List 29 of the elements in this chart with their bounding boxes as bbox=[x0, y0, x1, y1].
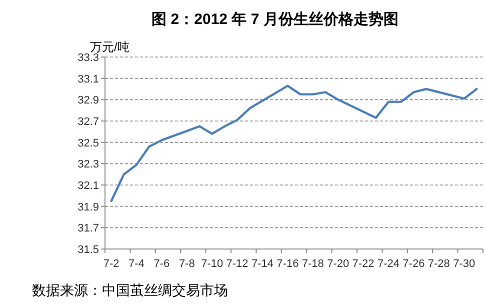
x-tick-label: 7-16 bbox=[276, 258, 299, 270]
y-axis-title: 万元/吨 bbox=[90, 40, 130, 54]
x-tick-label: 7-4 bbox=[128, 258, 144, 270]
x-tick-label: 7-2 bbox=[103, 258, 120, 270]
x-tick-label: 7-24 bbox=[377, 258, 400, 270]
x-tick-label: 7-6 bbox=[154, 258, 170, 270]
chart-title: 图 2：2012 年 7 月份生丝价格走势图 bbox=[152, 11, 398, 28]
y-tick-label: 31.7 bbox=[78, 222, 99, 235]
y-tick-label: 32.5 bbox=[78, 137, 99, 150]
line-series bbox=[110, 84, 478, 202]
source-note: 数据来源：中国茧丝绸交易市场 bbox=[32, 282, 228, 298]
x-tick-label: 7-26 bbox=[402, 258, 425, 270]
x-tick-label: 7-22 bbox=[352, 258, 374, 270]
y-tick-label: 32.7 bbox=[78, 116, 99, 128]
y-tick-label: 32.3 bbox=[78, 158, 99, 171]
y-tick-label: 33.1 bbox=[78, 73, 99, 86]
x-tick-label: 7-18 bbox=[302, 258, 324, 270]
y-tick-label: 31.9 bbox=[78, 201, 99, 214]
y-tick-label: 32.1 bbox=[78, 180, 99, 192]
x-tick-label: 7-10 bbox=[201, 258, 224, 270]
y-tick-label: 31.5 bbox=[78, 244, 99, 256]
x-tick-label: 7-28 bbox=[428, 258, 450, 270]
x-tick-label: 7-14 bbox=[251, 258, 274, 270]
x-tick-label: 7-30 bbox=[453, 258, 476, 270]
x-tick-label: 7-8 bbox=[178, 258, 195, 270]
x-tick-label: 7-12 bbox=[226, 258, 248, 270]
y-tick-label: 32.9 bbox=[78, 94, 99, 107]
y-tick-label: 33.3 bbox=[78, 52, 99, 64]
x-tick-label: 7-20 bbox=[327, 258, 350, 270]
